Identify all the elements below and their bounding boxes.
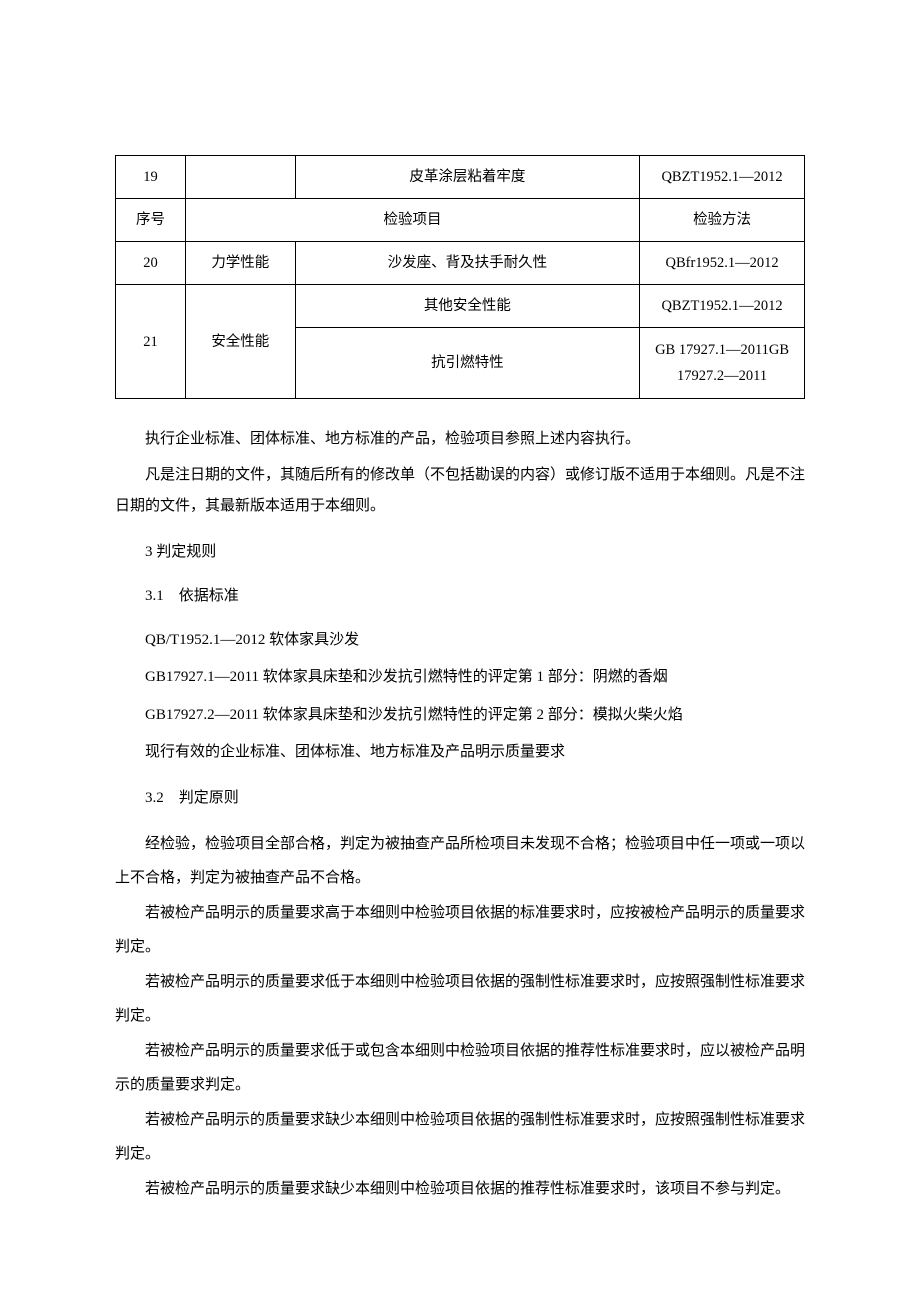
section-heading: 3.1 依据标准: [115, 581, 805, 611]
cell-method: QBZT1952.1—2012: [640, 285, 805, 328]
table-row: 21 安全性能 其他安全性能 QBZT1952.1—2012: [116, 285, 805, 328]
paragraph: 若被检产品明示的质量要求低于本细则中检验项目依据的强制性标准要求时，应按照强制性…: [115, 965, 805, 1034]
standard-line: QB/T1952.1—2012 软体家具沙发: [115, 625, 805, 657]
table-row: 20 力学性能 沙发座、背及扶手耐久性 QBfr1952.1—2012: [116, 242, 805, 285]
body-text-block: 执行企业标准、团体标准、地方标准的产品，检验项目参照上述内容执行。 凡是注日期的…: [115, 424, 805, 523]
standard-line: GB17927.2—2011 软体家具床垫和沙发抗引燃特性的评定第 2 部分：模…: [115, 700, 805, 732]
section-heading: 3.2 判定原则: [115, 783, 805, 813]
header-method: 检验方法: [640, 199, 805, 242]
cell-item: 抗引燃特性: [295, 328, 639, 399]
standard-line: 现行有效的企业标准、团体标准、地方标准及产品明示质量要求: [115, 737, 805, 769]
cell-method: GB 17927.1—2011GB 17927.2—2011: [640, 328, 805, 399]
paragraph: 执行企业标准、团体标准、地方标准的产品，检验项目参照上述内容执行。: [115, 424, 805, 456]
cell-cat: [185, 156, 295, 199]
table-row: 19 皮革涂层粘着牢度 QBZT1952.1—2012: [116, 156, 805, 199]
cell-item: 皮革涂层粘着牢度: [295, 156, 639, 199]
standard-line: GB17927.1—2011 软体家具床垫和沙发抗引燃特性的评定第 1 部分：阴…: [115, 662, 805, 694]
cell-item: 其他安全性能: [295, 285, 639, 328]
paragraph: 若被检产品明示的质量要求低于或包含本细则中检验项目依据的推荐性标准要求时，应以被…: [115, 1034, 805, 1103]
section-heading: 3 判定规则: [115, 537, 805, 567]
table-header-row: 序号 检验项目 检验方法: [116, 199, 805, 242]
paragraph: 若被检产品明示的质量要求缺少本细则中检验项目依据的强制性标准要求时，应按照强制性…: [115, 1103, 805, 1172]
cell-item: 沙发座、背及扶手耐久性: [295, 242, 639, 285]
cell-cat: 安全性能: [185, 285, 295, 399]
cell-method: QBZT1952.1—2012: [640, 156, 805, 199]
judgment-block: 经检验，检验项目全部合格，判定为被抽查产品所检项目未发现不合格；检验项目中任一项…: [115, 827, 805, 1207]
cell-seq: 21: [116, 285, 186, 399]
inspection-table: 19 皮革涂层粘着牢度 QBZT1952.1—2012 序号 检验项目 检验方法…: [115, 155, 805, 399]
paragraph: 经检验，检验项目全部合格，判定为被抽查产品所检项目未发现不合格；检验项目中任一项…: [115, 827, 805, 896]
header-item: 检验项目: [185, 199, 639, 242]
cell-seq: 19: [116, 156, 186, 199]
paragraph: 凡是注日期的文件，其随后所有的修改单（不包括勘误的内容）或修订版不适用于本细则。…: [115, 460, 805, 523]
header-seq: 序号: [116, 199, 186, 242]
cell-seq: 20: [116, 242, 186, 285]
cell-cat: 力学性能: [185, 242, 295, 285]
cell-method: QBfr1952.1—2012: [640, 242, 805, 285]
paragraph: 若被检产品明示的质量要求高于本细则中检验项目依据的标准要求时，应按被检产品明示的…: [115, 896, 805, 965]
paragraph: 若被检产品明示的质量要求缺少本细则中检验项目依据的推荐性标准要求时，该项目不参与…: [115, 1172, 805, 1207]
